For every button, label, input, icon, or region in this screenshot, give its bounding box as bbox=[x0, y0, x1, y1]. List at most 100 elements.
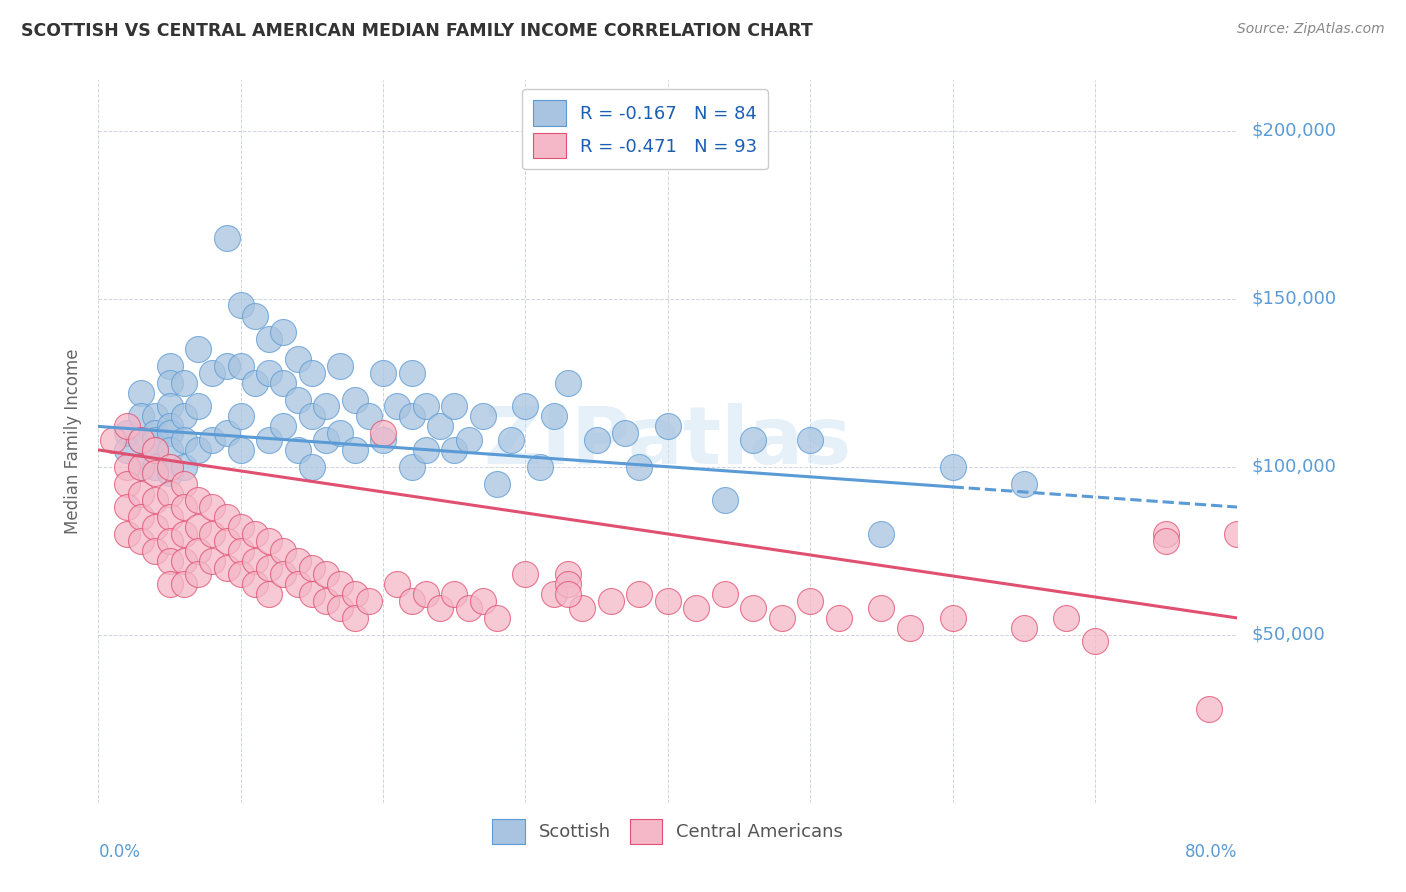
Point bbox=[373, 366, 395, 380]
Point bbox=[301, 560, 323, 574]
Point bbox=[201, 527, 224, 541]
Point bbox=[471, 594, 494, 608]
Point bbox=[243, 554, 266, 568]
Point bbox=[145, 409, 167, 424]
Point bbox=[173, 433, 195, 447]
Point bbox=[657, 594, 679, 608]
Point bbox=[201, 554, 224, 568]
Point bbox=[243, 309, 266, 323]
Point bbox=[1198, 702, 1220, 716]
Point bbox=[1154, 527, 1177, 541]
Point bbox=[159, 577, 181, 591]
Point bbox=[259, 366, 281, 380]
Point bbox=[201, 366, 224, 380]
Point bbox=[159, 399, 181, 413]
Point bbox=[287, 554, 309, 568]
Point bbox=[628, 459, 651, 474]
Point bbox=[129, 433, 152, 447]
Point bbox=[159, 419, 181, 434]
Point bbox=[159, 486, 181, 500]
Point bbox=[443, 442, 465, 457]
Point bbox=[259, 533, 281, 548]
Point bbox=[129, 409, 152, 424]
Point bbox=[315, 433, 337, 447]
Point bbox=[387, 577, 409, 591]
Point bbox=[357, 409, 380, 424]
Point bbox=[571, 600, 593, 615]
Point bbox=[1056, 611, 1078, 625]
Point bbox=[159, 426, 181, 441]
Point bbox=[129, 385, 152, 400]
Text: Source: ZipAtlas.com: Source: ZipAtlas.com bbox=[1237, 22, 1385, 37]
Text: $50,000: $50,000 bbox=[1251, 626, 1324, 644]
Point bbox=[471, 409, 494, 424]
Point bbox=[357, 594, 380, 608]
Point bbox=[600, 594, 623, 608]
Point bbox=[685, 600, 707, 615]
Text: $150,000: $150,000 bbox=[1251, 290, 1336, 308]
Point bbox=[159, 510, 181, 524]
Point bbox=[301, 459, 323, 474]
Point bbox=[373, 426, 395, 441]
Point bbox=[1154, 533, 1177, 548]
Point bbox=[543, 587, 565, 601]
Point bbox=[301, 587, 323, 601]
Point bbox=[243, 527, 266, 541]
Point bbox=[129, 433, 152, 447]
Point bbox=[187, 543, 209, 558]
Point bbox=[628, 587, 651, 601]
Point bbox=[942, 459, 965, 474]
Point bbox=[215, 426, 238, 441]
Point bbox=[129, 510, 152, 524]
Point bbox=[1012, 621, 1035, 635]
Point bbox=[401, 366, 423, 380]
Point bbox=[215, 510, 238, 524]
Point bbox=[585, 433, 607, 447]
Point bbox=[770, 611, 793, 625]
Point bbox=[173, 577, 195, 591]
Point bbox=[243, 376, 266, 390]
Text: ZIPatlas: ZIPatlas bbox=[484, 402, 852, 481]
Point bbox=[173, 500, 195, 514]
Point bbox=[187, 520, 209, 534]
Point bbox=[415, 587, 437, 601]
Point bbox=[799, 594, 821, 608]
Point bbox=[415, 399, 437, 413]
Point bbox=[159, 467, 181, 481]
Point bbox=[101, 433, 124, 447]
Point bbox=[215, 560, 238, 574]
Point bbox=[115, 476, 138, 491]
Point bbox=[1226, 527, 1249, 541]
Point bbox=[415, 442, 437, 457]
Point bbox=[742, 600, 765, 615]
Point bbox=[115, 426, 138, 441]
Point bbox=[329, 359, 352, 373]
Point bbox=[343, 442, 366, 457]
Point bbox=[443, 399, 465, 413]
Point bbox=[329, 426, 352, 441]
Point bbox=[129, 533, 152, 548]
Point bbox=[259, 587, 281, 601]
Point bbox=[229, 567, 252, 582]
Point bbox=[145, 442, 167, 457]
Point bbox=[159, 376, 181, 390]
Point bbox=[159, 359, 181, 373]
Point bbox=[898, 621, 921, 635]
Point bbox=[614, 426, 637, 441]
Point bbox=[942, 611, 965, 625]
Point bbox=[145, 520, 167, 534]
Point bbox=[145, 543, 167, 558]
Point bbox=[187, 442, 209, 457]
Point bbox=[1012, 476, 1035, 491]
Point bbox=[443, 587, 465, 601]
Point bbox=[187, 399, 209, 413]
Point bbox=[557, 567, 579, 582]
Point bbox=[329, 577, 352, 591]
Point bbox=[159, 459, 181, 474]
Point bbox=[273, 326, 295, 340]
Point bbox=[301, 366, 323, 380]
Point bbox=[543, 409, 565, 424]
Point bbox=[115, 500, 138, 514]
Point bbox=[173, 476, 195, 491]
Point bbox=[159, 554, 181, 568]
